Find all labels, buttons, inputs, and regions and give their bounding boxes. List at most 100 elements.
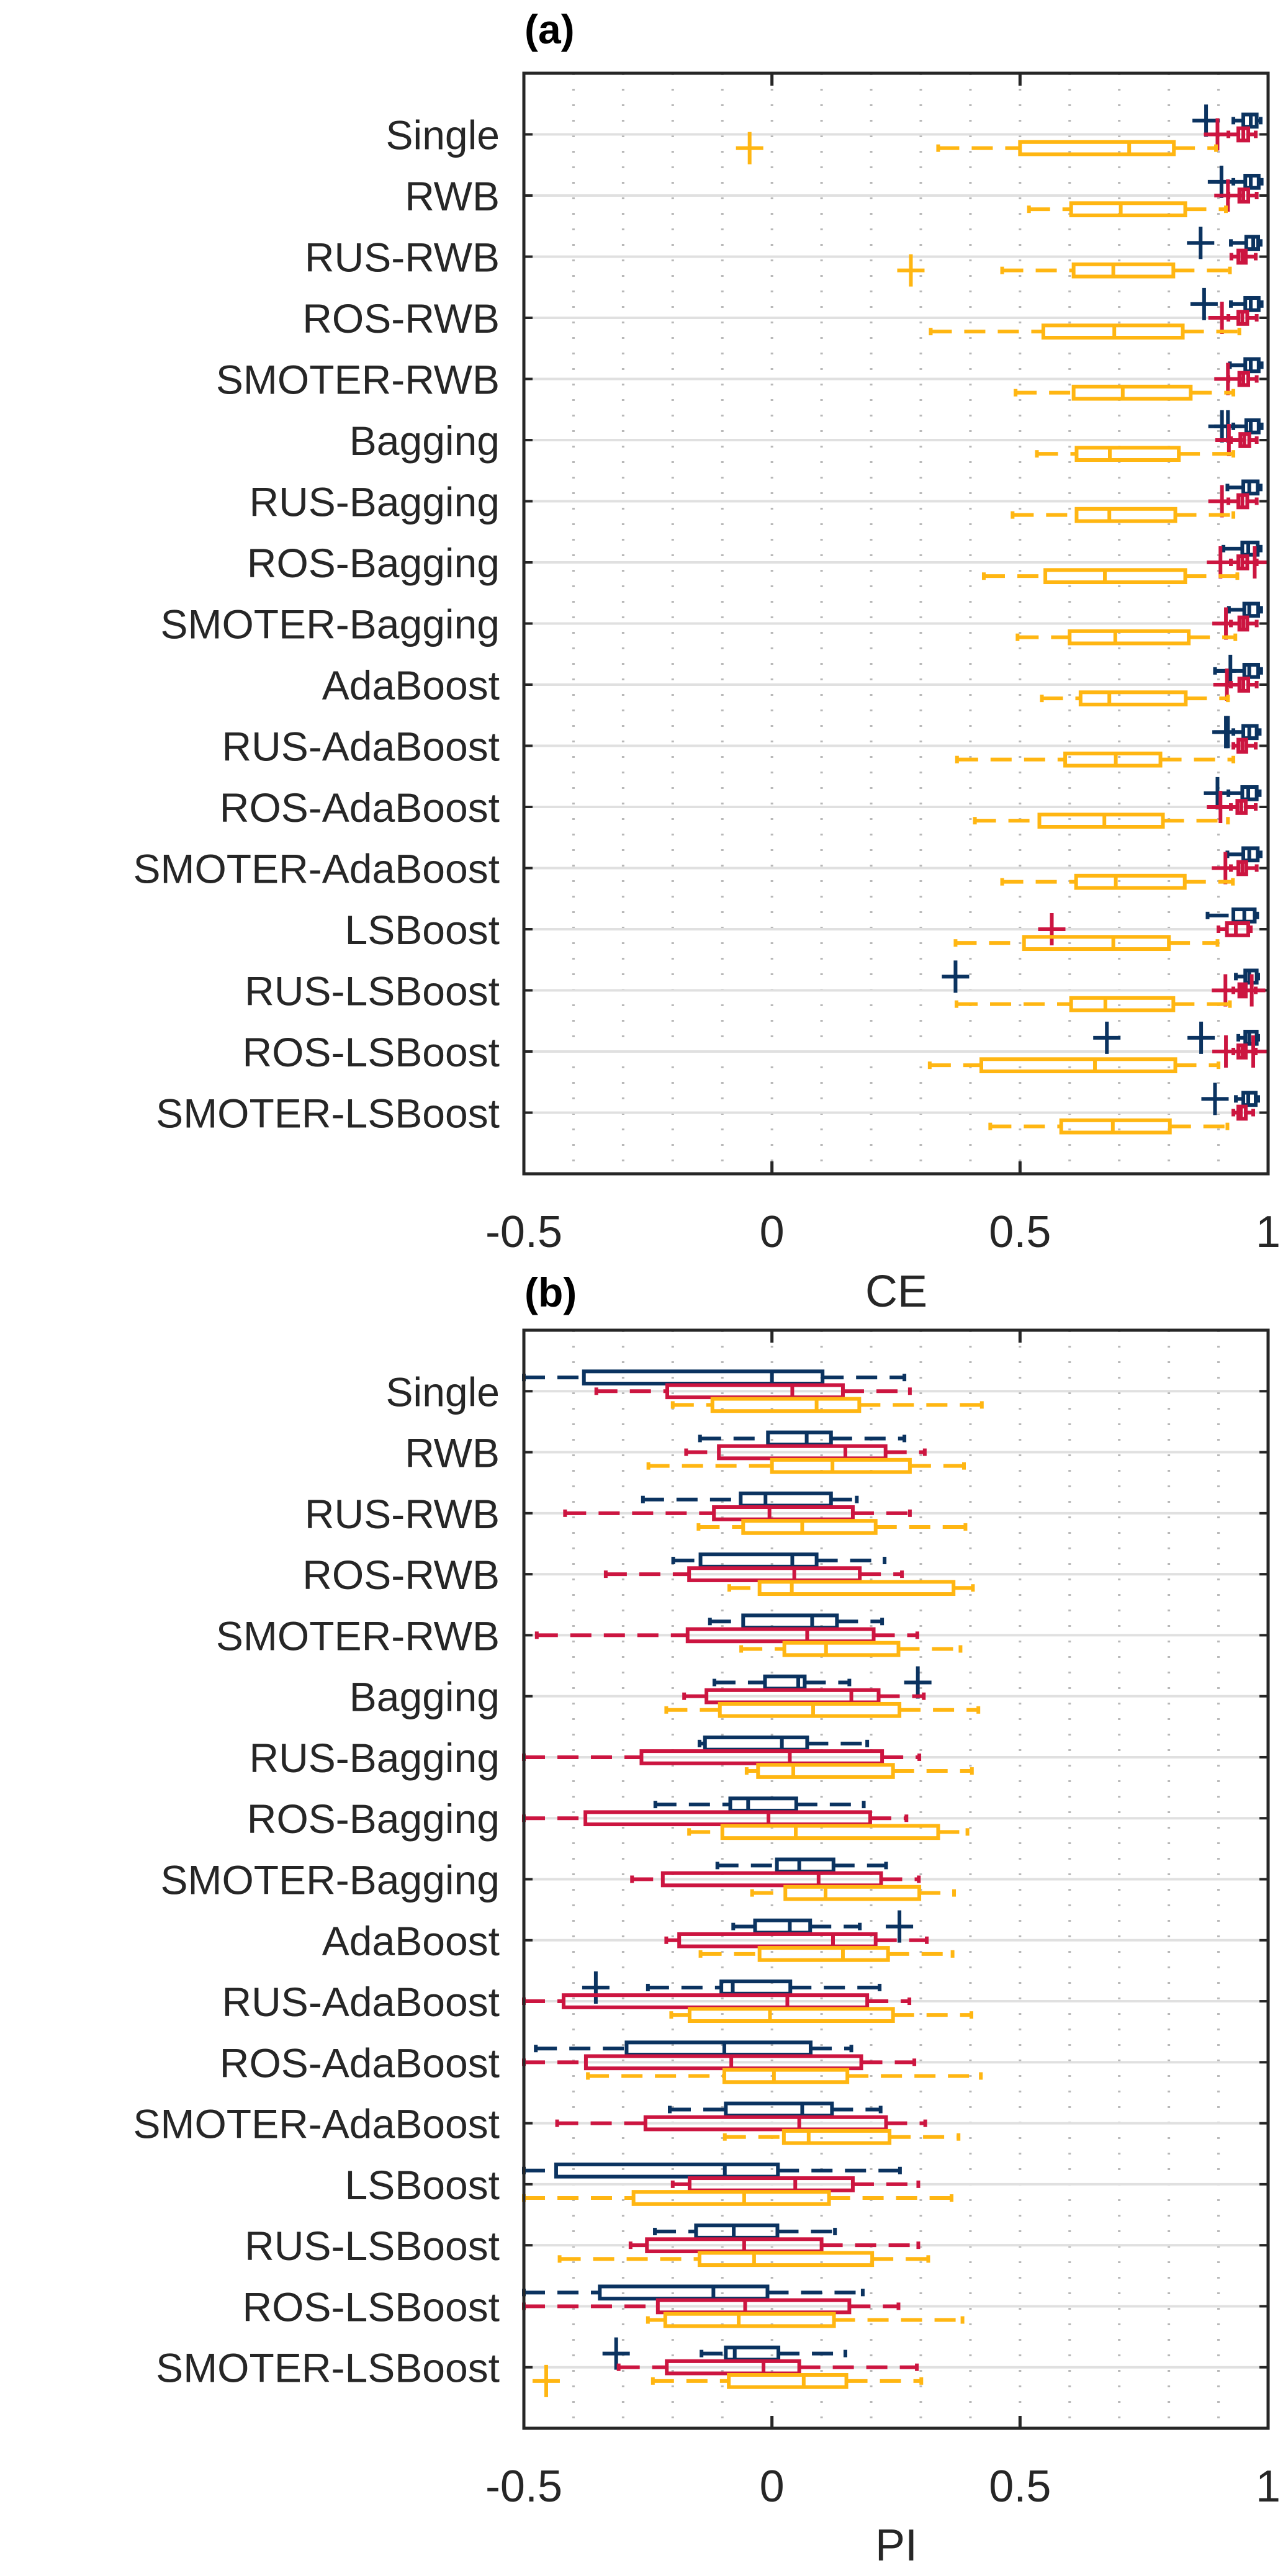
category-label: ROS-AdaBoost [220, 2040, 500, 2086]
box [727, 2373, 849, 2389]
category-label: ROS-AdaBoost [220, 785, 500, 831]
box [685, 1627, 876, 1644]
box [720, 1824, 940, 1840]
box [718, 1701, 902, 1718]
category-label: SMOTER-LSBoost [156, 2345, 500, 2391]
box [1022, 935, 1171, 952]
panel-b-xlabel: PI [875, 2521, 917, 2570]
box [741, 1519, 878, 1535]
category-label: SMOTER-Bagging [160, 1857, 500, 1903]
box [1037, 813, 1165, 829]
box [1242, 662, 1261, 679]
category-label: RWB [405, 1430, 500, 1476]
box [1043, 568, 1187, 585]
box [782, 1641, 901, 1657]
category-label: LSBoost [345, 907, 500, 953]
category-label: ROS-LSBoost [243, 2284, 500, 2330]
category-label: RUS-AdaBoost [222, 724, 500, 770]
category-label: SMOTER-Bagging [160, 601, 500, 647]
category-label: Bagging [349, 1674, 500, 1720]
box [624, 2040, 813, 2057]
category-label: ROS-Bagging [247, 1796, 500, 1842]
box [598, 2284, 770, 2301]
box [1074, 507, 1177, 523]
box [1242, 601, 1261, 618]
box [739, 1491, 833, 1508]
x-tick-label: -0.5 [485, 1207, 562, 1257]
box [1018, 140, 1176, 156]
box [1069, 201, 1187, 218]
category-label: ROS-RWB [302, 295, 500, 341]
category-label: Single [386, 1369, 500, 1415]
category-label: SMOTER-AdaBoost [133, 2101, 500, 2147]
box [1071, 262, 1176, 279]
category-label: SMOTER-RWB [216, 357, 500, 403]
axes-frame [522, 71, 1270, 1176]
x-tick-label: -0.5 [485, 2462, 562, 2511]
category-label: ROS-RWB [302, 1552, 500, 1598]
box [1078, 690, 1188, 707]
axes-frame [522, 1328, 1270, 2430]
x-tick-label: 1 [1256, 1207, 1281, 1257]
category-label: AdaBoost [322, 1918, 500, 1964]
box [554, 2162, 780, 2179]
box [757, 1946, 890, 1962]
x-tick-label: 0 [760, 1207, 785, 1257]
box [631, 2190, 831, 2206]
box [687, 2007, 895, 2023]
box [660, 1871, 883, 1888]
box [582, 1369, 825, 1385]
box [757, 1580, 956, 1596]
category-label: AdaBoost [322, 662, 500, 708]
box [697, 2251, 875, 2268]
category-label: ROS-Bagging [247, 540, 500, 586]
panel-b-label: (b) [524, 1269, 577, 1315]
category-label: RUS-LSBoost [245, 968, 500, 1014]
box [756, 1763, 895, 1779]
category-label: SMOTER-LSBoost [156, 1091, 500, 1137]
box [1071, 384, 1193, 401]
box [663, 2312, 836, 2328]
box [703, 1736, 809, 1752]
x-tick-label: 0.5 [989, 2462, 1051, 2511]
box [1059, 1118, 1172, 1135]
box [724, 2101, 834, 2118]
box [1069, 996, 1176, 1012]
box [1063, 751, 1163, 768]
category-label: SMOTER-AdaBoost [133, 846, 500, 892]
category-label: Bagging [349, 418, 500, 464]
category-label: RUS-AdaBoost [222, 1979, 500, 2025]
box [783, 1885, 922, 1901]
x-tick-label: 1 [1256, 2462, 1281, 2511]
category-label: SMOTER-RWB [216, 1613, 500, 1659]
box [770, 1457, 912, 1474]
box [728, 1796, 798, 1813]
category-label: RUS-RWB [305, 1491, 500, 1537]
box [753, 1918, 813, 1935]
category-label: RWB [405, 173, 500, 219]
box [1074, 446, 1181, 462]
category-label: LSBoost [345, 2162, 500, 2208]
box [694, 2223, 780, 2240]
box [1068, 629, 1191, 646]
panel-a-xlabel: CE [865, 1267, 927, 1317]
category-label: RUS-Bagging [249, 1735, 500, 1781]
box [698, 1552, 819, 1569]
box [766, 1430, 833, 1447]
box [710, 1397, 862, 1413]
box [1074, 873, 1187, 890]
box [781, 2128, 892, 2145]
panel-a: Single RWB RUS-RWB ROS-RWB SMOTER-RWB Bagging… [133, 71, 1281, 1257]
category-label: RUS-RWB [305, 235, 500, 281]
panel-b: Single RWB RUS-RWB ROS-RWB SMOTER-RWB Bagging… [133, 1328, 1281, 2511]
panel-a-label: (a) [524, 6, 575, 52]
box [979, 1057, 1177, 1074]
x-tick-label: 0.5 [989, 1207, 1051, 1257]
category-label: Single [386, 112, 500, 158]
category-label: ROS-LSBoost [243, 1029, 500, 1075]
category-label: RUS-Bagging [249, 479, 500, 525]
category-label: RUS-LSBoost [245, 2223, 500, 2269]
box [722, 2068, 850, 2084]
box [741, 1613, 839, 1630]
